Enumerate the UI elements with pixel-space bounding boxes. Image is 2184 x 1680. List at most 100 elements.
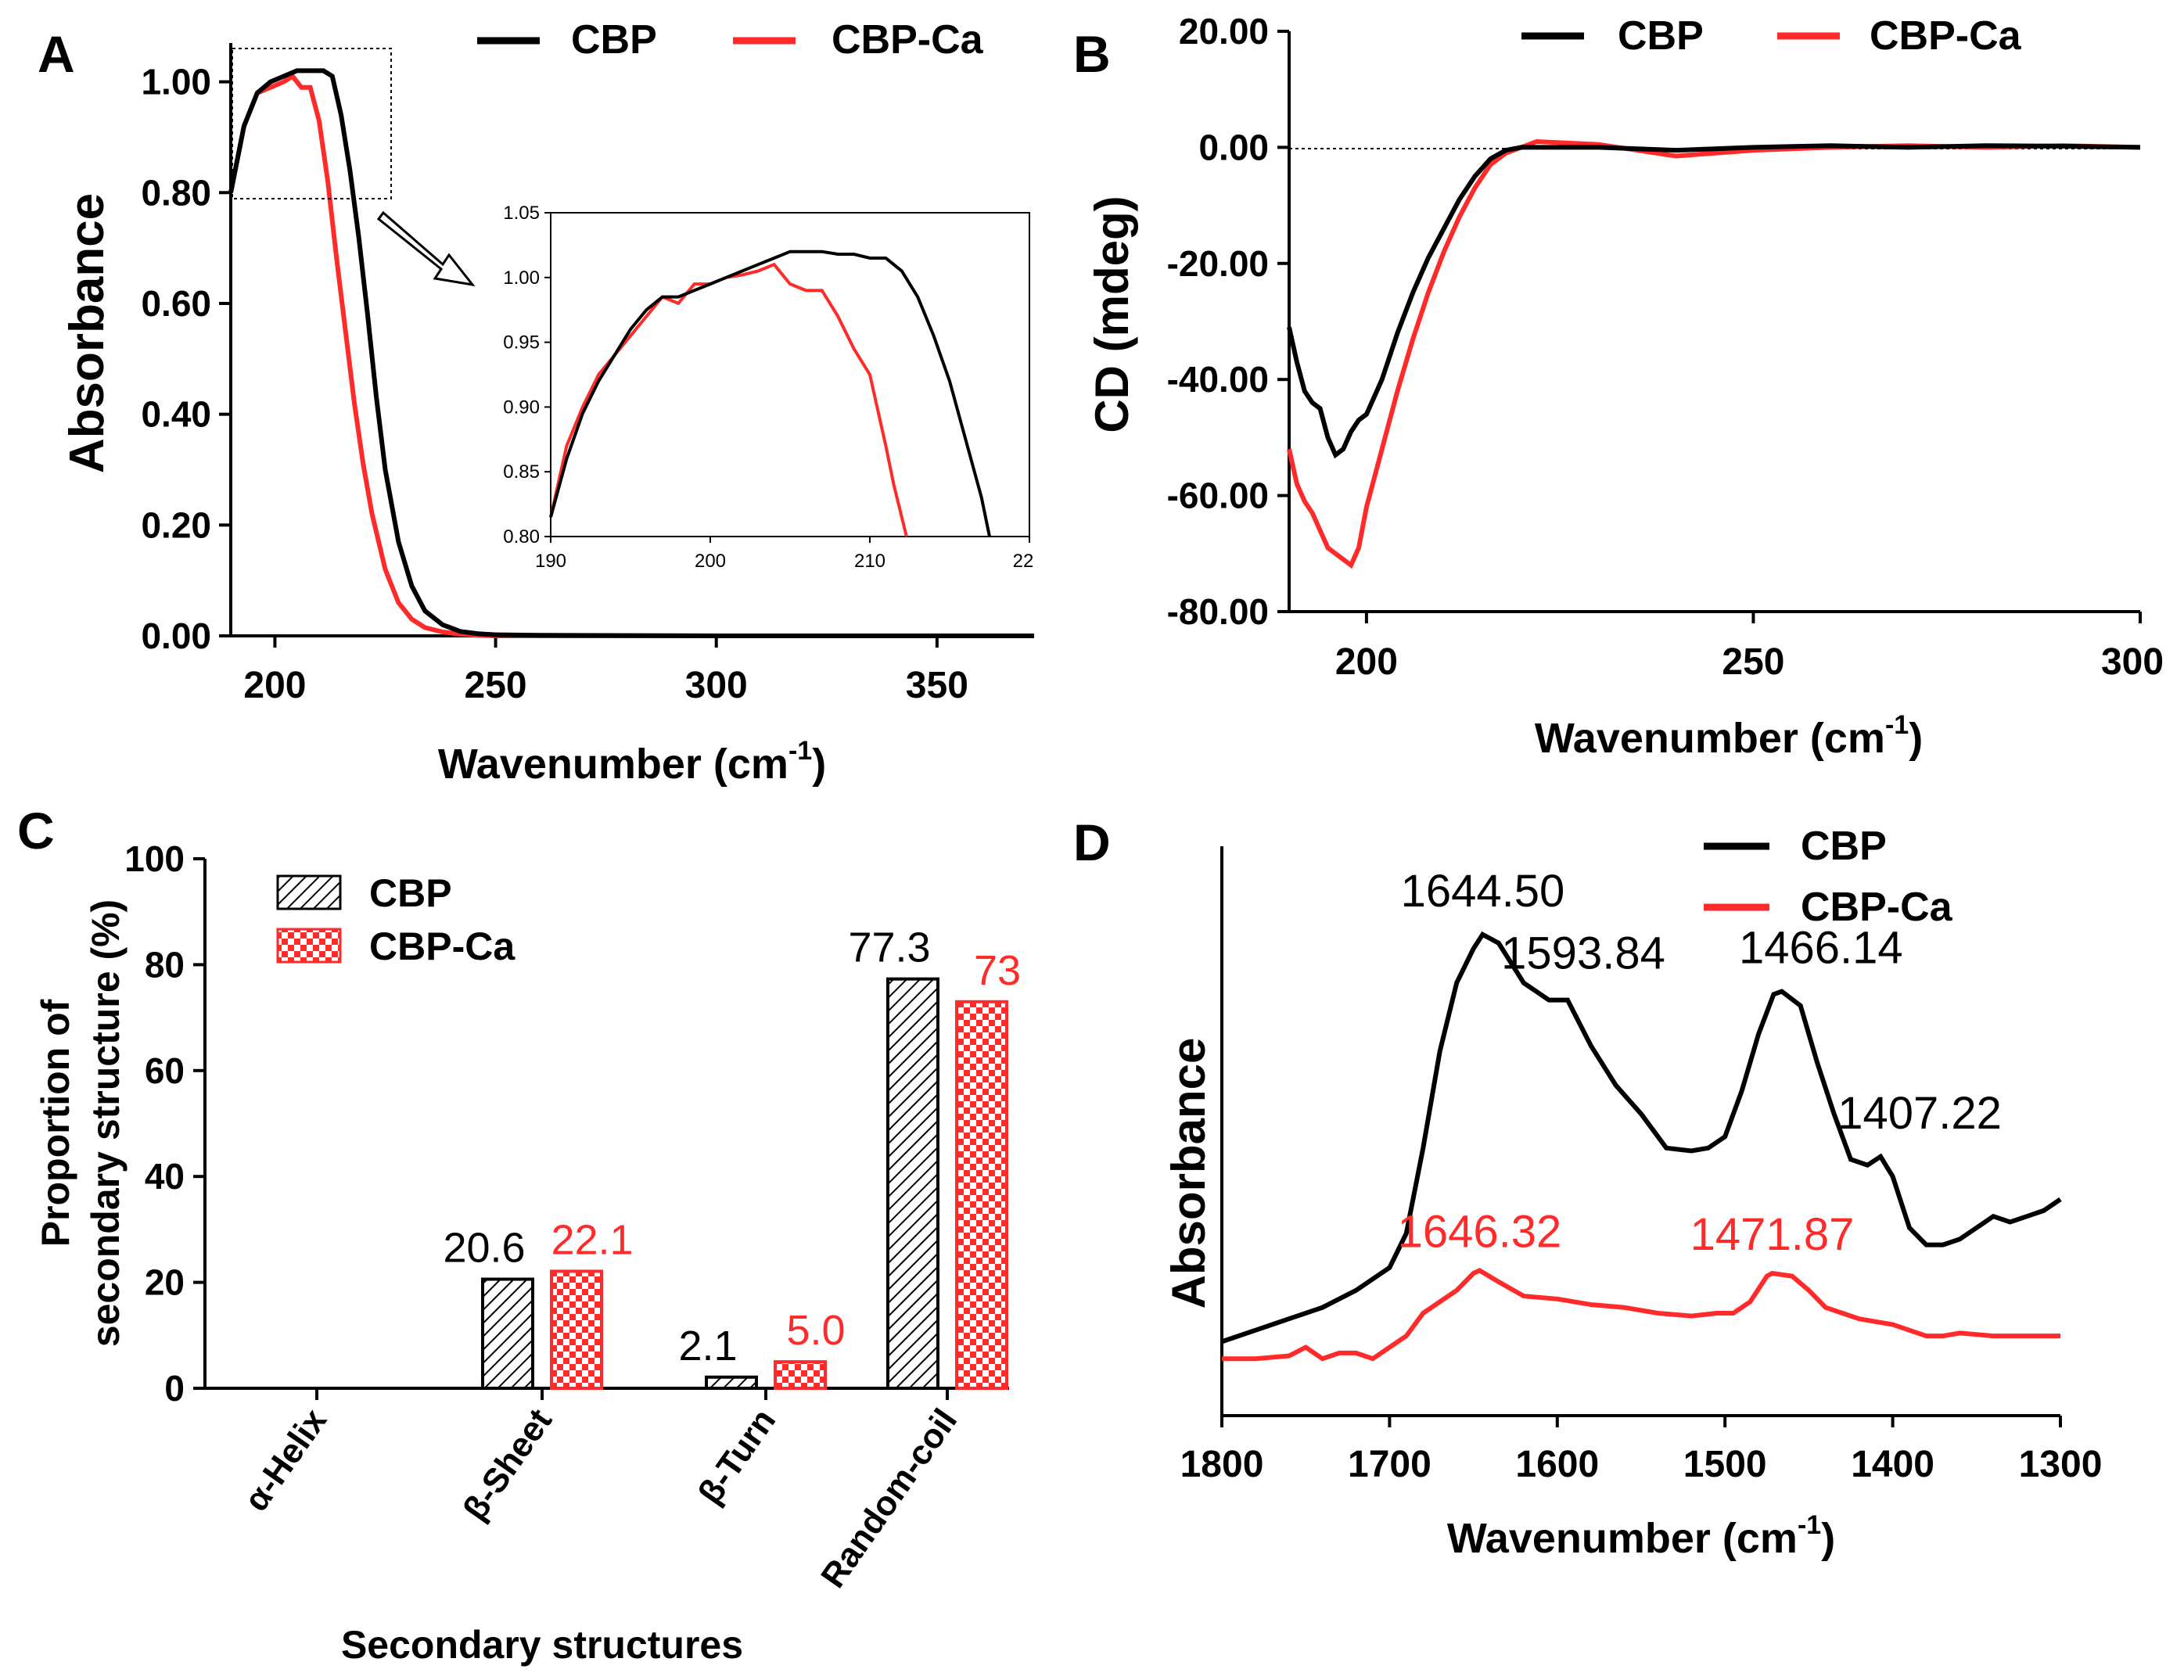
- panel-b-y-label: CD (mdeg): [1086, 196, 1138, 433]
- panel-a-cbpca-line: [228, 73, 1034, 638]
- panel-a-legend-cbpca: CBP-Ca: [832, 17, 984, 63]
- panel-d-cbpca-line: [1222, 1268, 2060, 1362]
- panel-a-inset-x-tick-label: 22: [1013, 551, 1034, 572]
- panel-c-x-tick-label: β-Turn: [691, 1402, 783, 1512]
- panel-b-y-tick-label: -60.00: [1167, 476, 1269, 516]
- panel-c-y-label-line2: secondary structure (%): [84, 899, 128, 1347]
- panel-a-legend-cbp: CBP: [571, 17, 657, 63]
- panel-c-bar-cbp: [481, 1277, 534, 1390]
- panel-a: 0.00 0.20 0.40 0.60 0.80 1.00 200 250 300 350 Ab…: [60, 17, 1034, 788]
- panel-b-cbp-line: [1287, 143, 2141, 459]
- panel-c-bar-cbp: [886, 977, 939, 1390]
- panel-a-inset-x-tick-label: 190: [535, 551, 566, 572]
- panel-c-data-label-cbpca: 22.1: [551, 1216, 633, 1263]
- panel-c-y-tick-label: 20: [145, 1262, 185, 1303]
- panel-d-legend-cbpca: CBP-Ca: [1801, 885, 1953, 930]
- panel-b-legend-cbpca: CBP-Ca: [1870, 13, 2022, 59]
- panel-c-bar-cbpca: [774, 1360, 827, 1391]
- panel-b-y-tick-label: 20.00: [1179, 11, 1269, 52]
- panel-c-legend-cbpca: CBP-Ca: [369, 924, 515, 968]
- panel-c-data-label-cbpca: 73: [974, 947, 1021, 994]
- panel-a-y-label: Absorbance: [60, 193, 114, 473]
- panel-d-peak-label: 1644.50: [1401, 866, 1565, 917]
- panel-a-inset-cbp-line: [549, 249, 991, 537]
- panel-b-x-tick-label: 200: [1335, 641, 1398, 683]
- panel-a-x-tick-label: 250: [465, 665, 527, 706]
- panel-b-y-tick-label: -40.00: [1167, 359, 1269, 400]
- panel-c-y-tick-label: 0: [164, 1368, 185, 1409]
- panel-c-data-label-cbp: 77.3: [848, 924, 930, 971]
- panel-a-inset-y-tick-label: 0.80: [503, 526, 540, 547]
- panel-c-x-tick-label: β-Sheet: [456, 1402, 560, 1527]
- panel-c-data-label-cbp: 2.1: [678, 1323, 737, 1369]
- panel-d-cbp-line: [1221, 931, 2062, 1344]
- panel-a-y-tick-label: 0.00: [141, 616, 211, 656]
- panel-a-inset-y-tick-label: 0.95: [503, 332, 540, 354]
- panel-d-peak-label: 1593.84: [1501, 928, 1665, 979]
- panel-d-x-tick-label: 1600: [1515, 1444, 1599, 1485]
- panel-b-legend-cbp: CBP: [1618, 13, 1704, 59]
- panel-d-x-tick-label: 1300: [2019, 1444, 2103, 1485]
- panel-a-inset-x-tick-label: 210: [854, 551, 885, 572]
- panel-c-bar-cbp: [705, 1375, 758, 1390]
- panel-label-d: D: [1073, 813, 1111, 871]
- panel-c-x-tick-label: Random-coil: [814, 1402, 964, 1595]
- panel-c-x-tick-label: α-Helix: [237, 1402, 335, 1518]
- panel-a-inset-y-tick-label: 1.05: [503, 203, 540, 224]
- panel-c-y-tick-label: 60: [145, 1050, 185, 1091]
- panel-a-zoom-box: [232, 48, 392, 199]
- arrow-icon: [376, 210, 476, 287]
- panel-c-data-label-cbpca: 5.0: [786, 1307, 845, 1354]
- panel-c-legend-cbp-swatch: [276, 874, 342, 910]
- panel-a-y-tick-label: 0.20: [141, 504, 211, 545]
- panel-b-y-tick-label: -80.00: [1167, 591, 1269, 632]
- panel-c-y-tick-label: 100: [124, 838, 185, 879]
- panel-c-bar-cbpca: [550, 1269, 603, 1391]
- panel-a-y-tick-label: 0.80: [141, 172, 211, 213]
- panel-a-cbp-line: [228, 68, 1034, 638]
- panel-d-x-label: Wavenumber (cm-1): [1447, 1510, 1835, 1562]
- panel-c: 0 20 40 60 80 100 α-Helix β-Sheet β-Turn Random-…: [34, 838, 1021, 1667]
- panel-a-x-tick-label: 350: [906, 665, 968, 706]
- panel-d-x-tick-label: 1800: [1180, 1444, 1264, 1485]
- panel-b-y-tick-label: 0.00: [1198, 127, 1269, 167]
- panel-b-y-tick-label: -20.00: [1167, 243, 1269, 284]
- panel-b-cbpca-line: [1287, 138, 2141, 569]
- panel-d-legend-cbp: CBP: [1801, 824, 1887, 869]
- panel-a-inset-frame: [550, 212, 1030, 537]
- panel-b-x-tick-label: 300: [2101, 641, 2164, 683]
- panel-a-inset-x-tick-label: 200: [695, 551, 726, 572]
- panel-d-x-tick-label: 1700: [1348, 1444, 1431, 1485]
- panel-c-bar-cbpca: [955, 1000, 1008, 1391]
- panel-d-peak-label: 1407.22: [1837, 1088, 2002, 1139]
- panel-a-y-tick-label: 1.00: [141, 62, 211, 102]
- panel-d-x-tick-label: 1400: [1851, 1444, 1934, 1485]
- panel-c-y-tick-label: 40: [145, 1156, 185, 1197]
- panel-d-peak-label: 1471.87: [1690, 1209, 1855, 1260]
- panel-a-inset-y-tick-label: 0.85: [503, 461, 540, 483]
- panel-a-inset: 0.80 0.85 0.90 0.95 1.00 1.05 190 200 210 22: [503, 203, 1033, 572]
- panel-label-c: C: [17, 802, 55, 860]
- panel-a-inset-y-tick-label: 1.00: [503, 267, 540, 289]
- panel-a-x-tick-label: 300: [685, 665, 748, 706]
- panel-c-x-label: Secondary structures: [341, 1623, 743, 1667]
- panel-c-y-label-line1: Proportion of: [34, 999, 77, 1247]
- panel-d: 1800 1700 1600 1500 1400 1300 Absorbance Wave…: [1162, 824, 2102, 1562]
- panel-d-x-tick-label: 1500: [1683, 1444, 1767, 1485]
- panel-b: -80.00 -60.00 -40.00 -20.00 0.00 20.00 200 250…: [1086, 11, 2164, 762]
- panel-a-y-tick-label: 0.40: [141, 394, 211, 435]
- panel-b-x-tick-label: 250: [1722, 641, 1784, 683]
- panel-d-peak-label: 1466.14: [1739, 923, 1903, 974]
- panel-label-b: B: [1073, 25, 1111, 83]
- panel-c-legend-cbp: CBP: [369, 871, 452, 915]
- panel-b-x-label: Wavenumber (cm-1): [1535, 710, 1923, 762]
- panel-d-peak-label: 1646.32: [1398, 1206, 1562, 1257]
- panel-a-y-tick-label: 0.60: [141, 283, 211, 324]
- panel-d-y-label: Absorbance: [1162, 1038, 1215, 1309]
- panel-c-y-tick-label: 80: [145, 944, 185, 985]
- panel-a-x-tick-label: 200: [243, 665, 306, 706]
- panel-label-a: A: [38, 25, 75, 83]
- panel-c-data-label-cbp: 20.6: [443, 1225, 525, 1272]
- panel-a-x-label: Wavenumber (cm-1): [438, 736, 826, 788]
